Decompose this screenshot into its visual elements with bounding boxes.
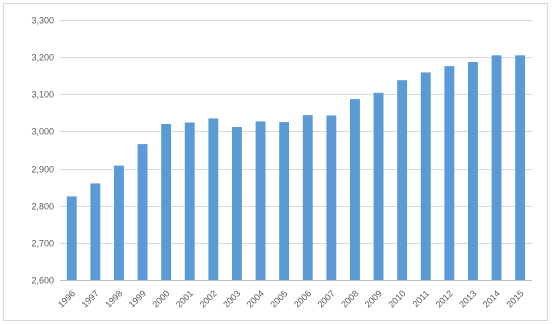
bar-2001 bbox=[184, 122, 195, 280]
x-tick-label: 1996 bbox=[56, 288, 77, 309]
y-tick-label: 2,900 bbox=[31, 165, 54, 175]
x-tick-label: 2006 bbox=[292, 288, 313, 309]
x-tick-label: 2001 bbox=[174, 288, 195, 309]
y-axis-tick-labels: 2,600 2,700 2,800 2,900 3,000 3,100 3,200 3,300 bbox=[31, 16, 54, 286]
x-tick-label: 1998 bbox=[103, 288, 124, 309]
x-tick-label: 1997 bbox=[80, 288, 101, 309]
bar-2002 bbox=[208, 118, 219, 281]
x-tick-label: 2010 bbox=[386, 288, 407, 309]
bar-2004 bbox=[255, 121, 266, 281]
x-tick-label: 2012 bbox=[434, 288, 455, 309]
bar-1996 bbox=[66, 196, 77, 280]
x-axis-tick-labels: 1996 1997 1998 1999 2000 2001 2002 2003 2004 2005… bbox=[56, 288, 526, 309]
bar-2014 bbox=[491, 55, 502, 280]
bar-2000 bbox=[161, 124, 172, 280]
bar-2007 bbox=[326, 115, 337, 280]
y-tick-label: 3,100 bbox=[31, 90, 54, 100]
y-tick-label: 3,000 bbox=[31, 127, 54, 137]
bar-2006 bbox=[302, 115, 313, 280]
bar-series bbox=[66, 55, 526, 281]
bar-2013 bbox=[468, 62, 478, 280]
y-tick-label: 3,300 bbox=[31, 16, 54, 26]
x-tick-label: 2002 bbox=[198, 288, 219, 309]
x-tick-label: 2011 bbox=[410, 288, 431, 309]
bar-2010 bbox=[397, 80, 408, 280]
x-tick-label: 2007 bbox=[316, 288, 337, 309]
bar-2003 bbox=[232, 127, 242, 280]
x-tick-label: 2005 bbox=[268, 288, 289, 309]
x-tick-label: 2014 bbox=[481, 288, 502, 309]
bar-2015 bbox=[515, 55, 526, 280]
x-tick-label: 2013 bbox=[457, 288, 478, 309]
x-tick-label: 2003 bbox=[221, 288, 242, 309]
y-tick-label: 2,600 bbox=[31, 276, 54, 286]
x-tick-label: 2009 bbox=[363, 288, 384, 309]
y-tick-label: 2,700 bbox=[31, 239, 54, 249]
bar-1998 bbox=[114, 165, 124, 280]
bar-1997 bbox=[90, 183, 101, 280]
x-tick-label: 2015 bbox=[504, 288, 525, 309]
bar-2009 bbox=[373, 92, 384, 280]
x-tick-label: 2000 bbox=[150, 288, 171, 309]
bar-2012 bbox=[444, 66, 455, 280]
x-tick-label: 2004 bbox=[245, 288, 266, 309]
y-tick-label: 2,800 bbox=[31, 202, 54, 212]
bar-2008 bbox=[350, 99, 360, 280]
x-tick-label: 2008 bbox=[339, 288, 360, 309]
bar-2005 bbox=[279, 122, 290, 280]
bar-2011 bbox=[420, 72, 431, 281]
x-tick-label: 1999 bbox=[127, 288, 148, 309]
bar-1999 bbox=[137, 144, 148, 280]
y-tick-label: 3,200 bbox=[31, 53, 54, 63]
gridlines bbox=[60, 20, 532, 281]
